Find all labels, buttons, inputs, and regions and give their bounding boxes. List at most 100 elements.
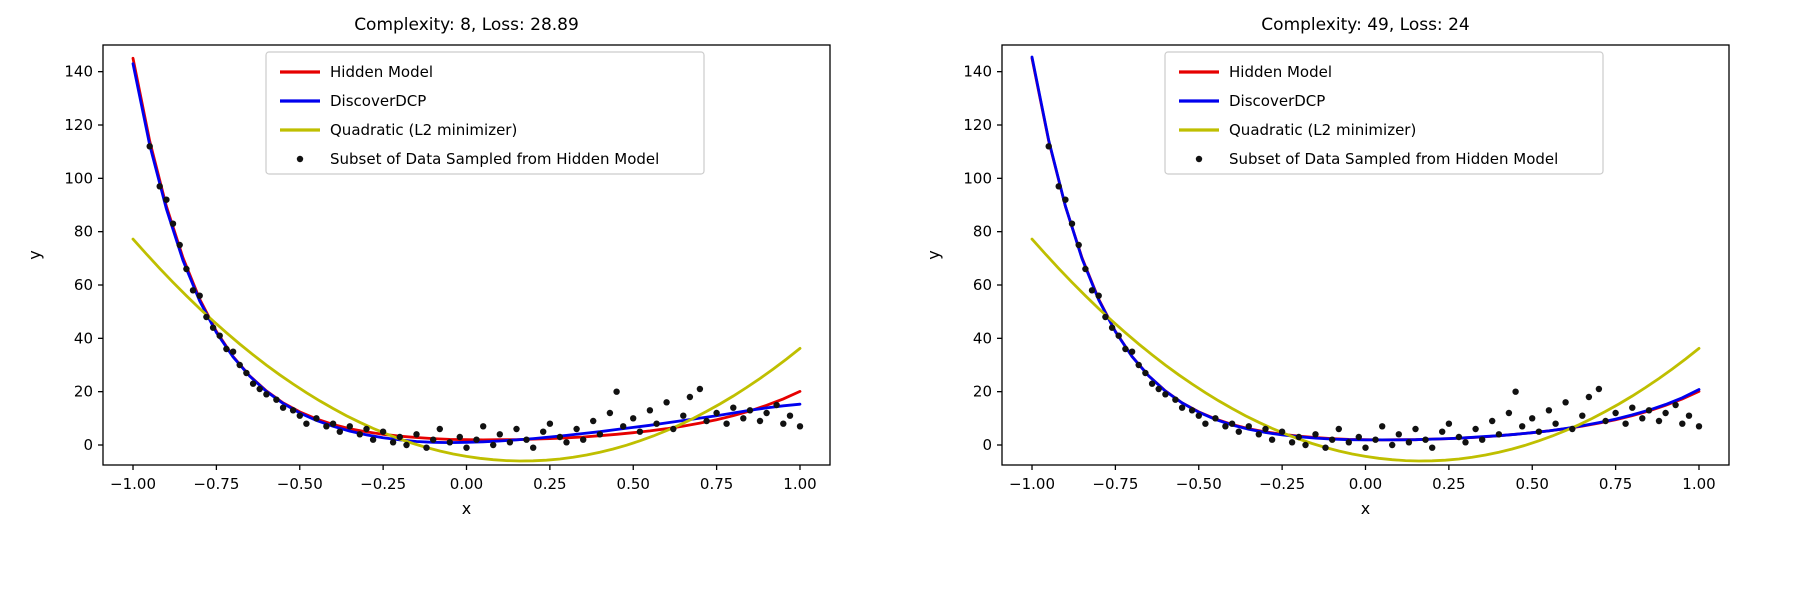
y-tick-label: 0	[982, 436, 992, 454]
data-point	[1595, 385, 1603, 393]
data-point	[653, 420, 660, 427]
legend-box	[1164, 51, 1604, 175]
data-point	[490, 441, 497, 449]
data-point	[473, 436, 480, 443]
data-point	[1512, 388, 1519, 395]
legend-entry: Hidden Model	[280, 63, 433, 81]
data-point	[1062, 196, 1069, 203]
data-point	[1585, 393, 1593, 401]
y-tick-label: 120	[963, 116, 992, 134]
data-point	[1222, 423, 1229, 430]
y-tick-label: 140	[963, 63, 992, 81]
data-point	[209, 324, 217, 331]
data-point	[273, 396, 280, 403]
data-point	[773, 401, 780, 409]
legend-label: Subset of Data Sampled from Hidden Model	[1229, 150, 1558, 168]
data-point	[1278, 428, 1286, 435]
data-point	[183, 265, 190, 273]
data-point	[563, 439, 570, 446]
data-point	[1622, 420, 1629, 427]
x-tick-label: 0.50	[617, 475, 650, 493]
data-point	[1212, 415, 1219, 422]
data-point	[1312, 431, 1319, 438]
data-point	[1695, 423, 1703, 430]
y-tick-label: 60	[973, 276, 992, 294]
data-point	[1302, 441, 1309, 449]
data-point	[703, 417, 710, 425]
data-point	[513, 425, 520, 433]
data-point	[1335, 425, 1342, 433]
left-plot-svg: Complexity: 8, Loss: 28.89 x y −1.00 −0.75 −0…	[25, 15, 831, 518]
data-point	[756, 417, 764, 425]
data-point	[730, 404, 737, 411]
data-point	[156, 183, 163, 190]
data-point	[1128, 348, 1136, 355]
data-point	[1245, 423, 1252, 430]
data-point	[663, 399, 670, 406]
data-point	[1629, 404, 1636, 411]
data-point	[1379, 423, 1386, 430]
data-point	[530, 444, 537, 451]
data-point	[1422, 436, 1429, 443]
legend-label: Hidden Model	[1229, 63, 1332, 81]
data-point	[396, 433, 403, 441]
x-tick-label: 0.75	[1599, 475, 1632, 493]
data-point	[1172, 396, 1179, 403]
data-point	[1095, 292, 1102, 299]
data-point	[243, 369, 250, 377]
y-tick-label: 140	[64, 63, 93, 81]
data-point	[496, 431, 503, 438]
data-point	[1195, 412, 1202, 419]
data-point	[1655, 417, 1663, 425]
data-point	[1662, 409, 1669, 417]
data-point	[1562, 399, 1569, 406]
y-axis-label: y	[924, 250, 943, 259]
data-point	[636, 428, 644, 435]
data-point	[263, 391, 270, 398]
data-point	[630, 415, 637, 422]
data-point	[523, 436, 530, 443]
data-point	[1519, 423, 1526, 430]
data-point	[456, 433, 463, 441]
data-point	[1068, 220, 1076, 227]
data-point	[1545, 407, 1553, 414]
x-tick-label: −1.00	[110, 475, 156, 493]
data-point	[680, 412, 687, 419]
data-point	[1462, 439, 1469, 446]
axes-frame	[102, 44, 831, 466]
data-point	[1075, 241, 1082, 249]
x-tick-label: −0.50	[1176, 475, 1222, 493]
data-point	[1329, 436, 1336, 443]
discoverdcp-line	[1030, 55, 1701, 442]
data-point	[723, 420, 730, 427]
data-point	[289, 407, 297, 414]
legend-entry: Quadratic (L2 minimizer)	[1179, 121, 1416, 139]
legend-label: Subset of Data Sampled from Hidden Model	[330, 150, 659, 168]
data-point	[336, 428, 343, 435]
x-tick-label: −1.00	[1009, 475, 1055, 493]
data-point	[1055, 183, 1062, 190]
data-point	[223, 345, 230, 353]
data-point	[363, 425, 370, 433]
y-tick-label: 80	[973, 223, 992, 241]
data-point	[1489, 417, 1496, 425]
data-point	[403, 441, 410, 449]
y-tick-label: 0	[83, 436, 93, 454]
data-point	[796, 423, 804, 430]
data-point	[1389, 441, 1396, 449]
data-point	[163, 196, 170, 203]
data-point	[613, 388, 620, 395]
data-point	[1362, 444, 1369, 451]
left-plot-panel: Complexity: 8, Loss: 28.89 x y −1.00 −0.75 −0…	[8, 0, 893, 600]
data-point	[1255, 431, 1262, 438]
data-point	[346, 423, 353, 430]
data-point	[1355, 433, 1362, 441]
data-point	[1405, 439, 1413, 446]
scatter-points	[146, 143, 804, 451]
data-point	[1188, 407, 1196, 414]
data-point	[329, 420, 337, 427]
data-point	[746, 407, 754, 414]
data-point	[596, 431, 604, 438]
data-point	[436, 425, 443, 433]
